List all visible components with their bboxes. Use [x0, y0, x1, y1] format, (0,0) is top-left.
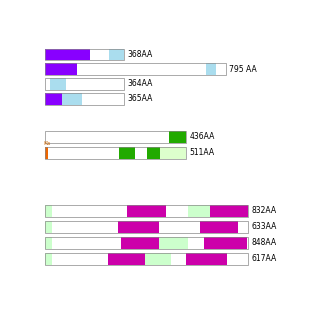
Bar	[247, 237, 248, 249]
Bar	[186, 253, 227, 265]
Text: 633AA: 633AA	[251, 222, 277, 231]
Bar	[200, 221, 238, 233]
Bar	[52, 205, 127, 217]
Bar	[45, 205, 52, 217]
Bar	[216, 63, 226, 75]
Bar	[45, 253, 52, 265]
Bar	[109, 49, 124, 60]
Bar	[82, 93, 124, 105]
Bar	[77, 63, 206, 75]
Text: 368AA: 368AA	[127, 50, 153, 59]
Bar	[45, 49, 124, 60]
Bar	[45, 131, 169, 143]
Bar	[45, 253, 248, 265]
Bar	[45, 93, 62, 105]
Bar	[45, 221, 52, 233]
Bar	[188, 205, 210, 217]
Bar	[238, 221, 248, 233]
Bar	[66, 78, 124, 90]
Bar	[52, 237, 121, 249]
Bar	[45, 147, 186, 159]
Bar	[118, 221, 159, 233]
Bar	[45, 205, 248, 217]
Bar	[45, 78, 124, 90]
Bar	[45, 147, 48, 159]
Bar	[50, 78, 66, 90]
Bar	[108, 253, 145, 265]
Bar	[62, 93, 82, 105]
Bar	[188, 237, 204, 249]
Bar	[169, 131, 186, 143]
Bar	[45, 237, 52, 249]
Bar	[45, 131, 186, 143]
Bar	[45, 63, 226, 75]
Bar	[45, 78, 50, 90]
Bar	[135, 147, 147, 159]
Bar	[45, 63, 77, 75]
Text: 365AA: 365AA	[127, 94, 153, 103]
Bar	[145, 253, 172, 265]
Bar	[210, 205, 248, 217]
Bar	[45, 221, 248, 233]
Bar	[90, 49, 109, 60]
Bar	[159, 221, 200, 233]
Text: 795 AA: 795 AA	[229, 65, 257, 74]
Bar	[160, 147, 186, 159]
Bar	[119, 147, 135, 159]
Text: 848AA: 848AA	[251, 238, 276, 247]
Bar	[48, 147, 119, 159]
Bar	[147, 147, 160, 159]
Bar	[121, 237, 159, 249]
Bar	[206, 63, 216, 75]
Bar	[45, 237, 248, 249]
Bar	[52, 253, 108, 265]
Bar	[172, 253, 186, 265]
Text: 364AA: 364AA	[127, 79, 153, 89]
Text: 436AA: 436AA	[189, 132, 215, 141]
Bar	[204, 237, 247, 249]
Bar	[127, 205, 166, 217]
Bar	[159, 237, 188, 249]
Bar	[227, 253, 248, 265]
Bar	[52, 221, 118, 233]
Text: Ks: Ks	[44, 141, 51, 146]
Text: 511AA: 511AA	[189, 148, 214, 157]
Text: 617AA: 617AA	[251, 254, 276, 263]
Text: 832AA: 832AA	[251, 206, 276, 215]
Bar	[45, 93, 124, 105]
Bar	[45, 49, 90, 60]
Bar	[166, 205, 188, 217]
